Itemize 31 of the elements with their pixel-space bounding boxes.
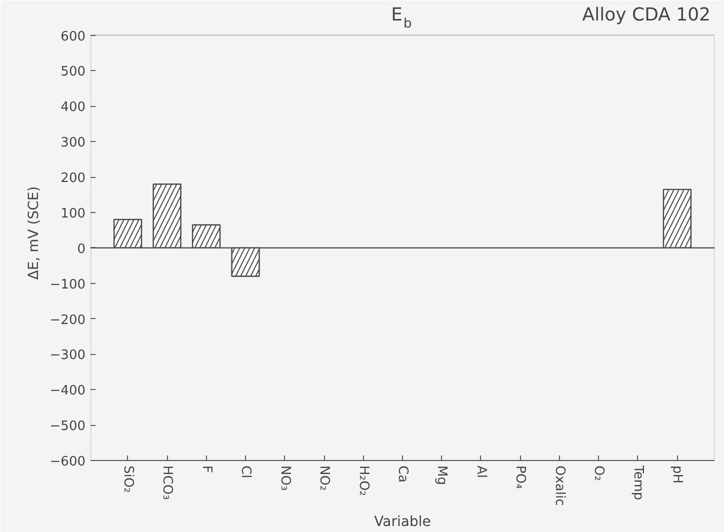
y-tick-label: 400 — [60, 100, 86, 116]
y-tick-label: −300 — [50, 348, 86, 364]
y-tick-label: 600 — [60, 29, 86, 44]
x-tick-label: pH — [670, 466, 685, 484]
x-tick-label: HCO₃ — [160, 466, 175, 500]
y-tick-label: 100 — [60, 206, 86, 222]
x-tick-label: O₂ — [591, 466, 606, 481]
x-tick-label: Temp — [630, 464, 646, 500]
x-tick-label: F — [198, 466, 214, 473]
x-tick-label: NO₂ — [316, 466, 332, 491]
chart-subtitle: Alloy CDA 102 — [582, 4, 711, 26]
y-tick-label: −400 — [50, 384, 86, 399]
x-tick-label: Oxalic — [552, 466, 567, 506]
x-tick-label: Mg — [434, 466, 450, 485]
x-tick-label: NO₃ — [277, 466, 292, 491]
y-tick-label: −100 — [50, 277, 86, 292]
x-tick-label: Cl — [238, 466, 254, 478]
x-tick-label: PO₄ — [512, 466, 528, 489]
y-tick-label: 200 — [60, 171, 86, 186]
y-tick-label: 300 — [60, 136, 86, 151]
y-tick-label: −500 — [50, 419, 86, 434]
y-tick-label: −600 — [50, 454, 86, 470]
x-tick-label: Ca — [395, 466, 410, 483]
y-axis-title: ΔE, mV (SCE) — [26, 186, 42, 280]
x-tick-label: H₂O₂ — [356, 466, 371, 496]
x-axis-title: Variable — [374, 514, 431, 530]
x-tick-label: SiO₂ — [120, 466, 136, 493]
y-tick-label: 500 — [60, 64, 86, 80]
y-tick-label: 0 — [77, 242, 86, 257]
x-tick-label: Al — [473, 466, 488, 478]
y-tick-label: −200 — [50, 312, 86, 328]
